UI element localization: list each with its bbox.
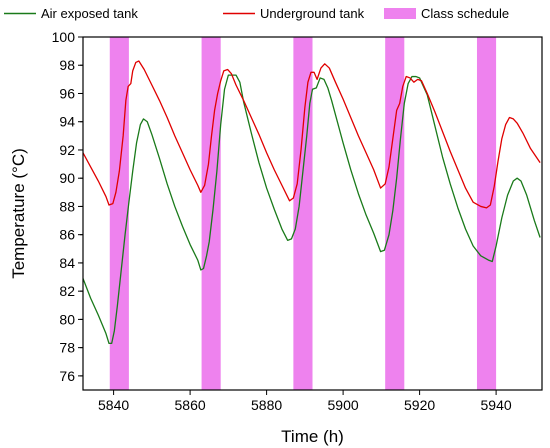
y-tick-label: 84 [59,255,75,271]
x-tick-label: 5840 [98,397,129,413]
air-exposed-tank-line [83,74,541,345]
legend-underground-tank: Underground tank [223,6,365,21]
x-tick-label: 5900 [328,397,359,413]
y-tick-label: 86 [59,227,75,243]
class-schedule-bar-3 [293,37,313,390]
y-tick-label: 78 [59,340,75,356]
y-tick-label: 88 [59,198,75,214]
legend-label: Air exposed tank [41,6,138,21]
y-tick-label: 98 [59,57,75,73]
x-tick-label: 5920 [404,397,435,413]
y-tick-label: 92 [59,142,75,158]
y-tick-label: 80 [59,311,75,327]
class-schedule-bar-2 [201,37,221,390]
class-schedule-bars [109,37,497,390]
legend-label: Underground tank [260,6,365,21]
legend-label: Class schedule [421,6,509,21]
x-tick-label: 5860 [175,397,206,413]
y-axis-title: Temperature (°C) [9,148,28,279]
series-lines [83,60,541,345]
y-tick-label: 90 [59,170,75,186]
class-schedule-bar-5 [476,37,497,390]
class-schedule-bar-4 [385,37,405,390]
x-tick-label: 5940 [481,397,512,413]
legend: Air exposed tank Underground tank Class sc… [4,6,509,21]
x-tick-label: 5880 [251,397,282,413]
legend-air-exposed-tank: Air exposed tank [4,6,138,21]
y-tick-label: 82 [59,283,75,299]
plot-area-frame [82,36,543,391]
y-tick-label: 100 [52,29,76,45]
x-axis-ticks: 5840 5860 5880 5900 5920 5940 [98,390,512,413]
x-axis-title: Time (h) [281,427,344,446]
legend-class-schedule: Class schedule [384,6,509,21]
y-tick-label: 96 [59,85,75,101]
legend-swatch [384,8,416,19]
underground-tank-line [83,60,541,209]
y-tick-label: 94 [59,114,75,130]
y-axis-ticks: 76 78 80 82 84 86 88 90 92 94 96 98 100 [52,29,83,384]
y-tick-label: 76 [59,368,75,384]
